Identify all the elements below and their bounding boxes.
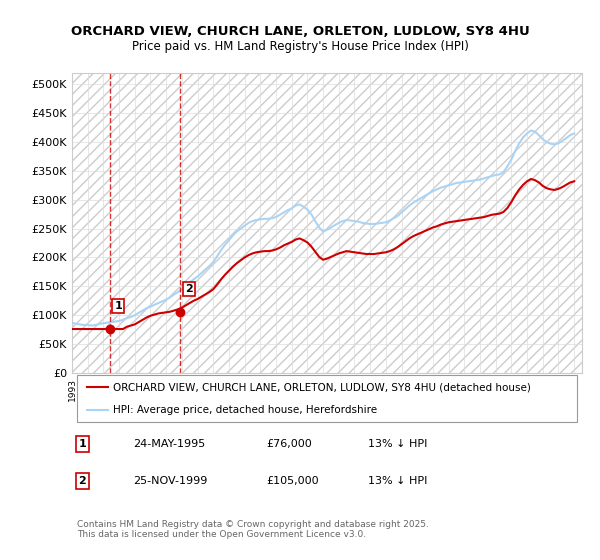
Text: 2: 2: [185, 284, 193, 294]
Text: HPI: Average price, detached house, Herefordshire: HPI: Average price, detached house, Here…: [113, 405, 377, 415]
Text: Contains HM Land Registry data © Crown copyright and database right 2025.
This d: Contains HM Land Registry data © Crown c…: [77, 520, 429, 539]
Text: ORCHARD VIEW, CHURCH LANE, ORLETON, LUDLOW, SY8 4HU (detached house): ORCHARD VIEW, CHURCH LANE, ORLETON, LUDL…: [113, 382, 530, 393]
Text: ORCHARD VIEW, CHURCH LANE, ORLETON, LUDLOW, SY8 4HU: ORCHARD VIEW, CHURCH LANE, ORLETON, LUDL…: [71, 25, 529, 38]
Text: Price paid vs. HM Land Registry's House Price Index (HPI): Price paid vs. HM Land Registry's House …: [131, 40, 469, 53]
Text: 2: 2: [79, 476, 86, 486]
Text: 25-NOV-1999: 25-NOV-1999: [133, 476, 208, 486]
Text: 1: 1: [114, 301, 122, 311]
Text: 1: 1: [79, 439, 86, 449]
Text: 13% ↓ HPI: 13% ↓ HPI: [368, 476, 427, 486]
Bar: [72, 73, 582, 373]
Text: £105,000: £105,000: [266, 476, 319, 486]
Text: 13% ↓ HPI: 13% ↓ HPI: [368, 439, 427, 449]
Text: £76,000: £76,000: [266, 439, 311, 449]
FancyBboxPatch shape: [77, 375, 577, 422]
Text: 24-MAY-1995: 24-MAY-1995: [133, 439, 205, 449]
